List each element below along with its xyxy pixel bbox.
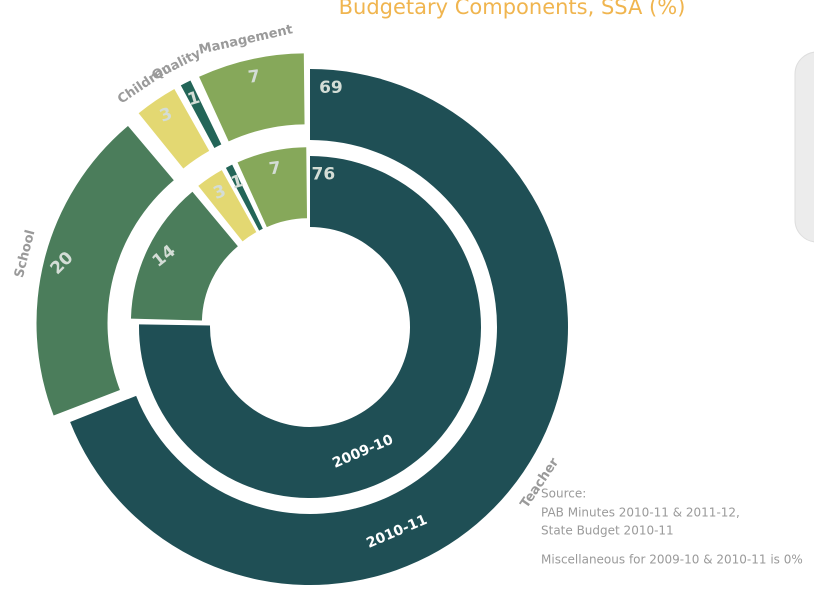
value-label: 7: [268, 158, 282, 179]
category-label: School: [12, 228, 39, 279]
segment: [198, 170, 257, 242]
segment: [199, 53, 305, 142]
segment: [225, 164, 263, 231]
segment: [138, 88, 210, 169]
note: Miscellaneous for 2009-10 & 2010-11 is 0…: [541, 553, 803, 567]
segment: [138, 156, 482, 498]
segment: [180, 80, 222, 148]
segment: [36, 125, 174, 416]
category-label: Management: [198, 22, 295, 58]
segment: [237, 147, 308, 228]
value-label: 1: [185, 88, 202, 111]
segment: [130, 191, 238, 321]
source: Source: PAB Minutes 2010-11 & 2011-12, S…: [541, 487, 803, 567]
value-label: 69: [319, 78, 343, 98]
value-label: 76: [311, 165, 335, 185]
source-line: Source:: [541, 487, 586, 501]
chart-title: Budgetary Components, SSA (%): [339, 0, 686, 19]
value-label: 1: [229, 171, 246, 193]
side-panel: [794, 51, 814, 243]
source-line: PAB Minutes 2010-11 & 2011-12,: [541, 506, 740, 520]
value-label: 7: [247, 66, 261, 87]
source-line: State Budget 2010-11: [541, 524, 674, 538]
